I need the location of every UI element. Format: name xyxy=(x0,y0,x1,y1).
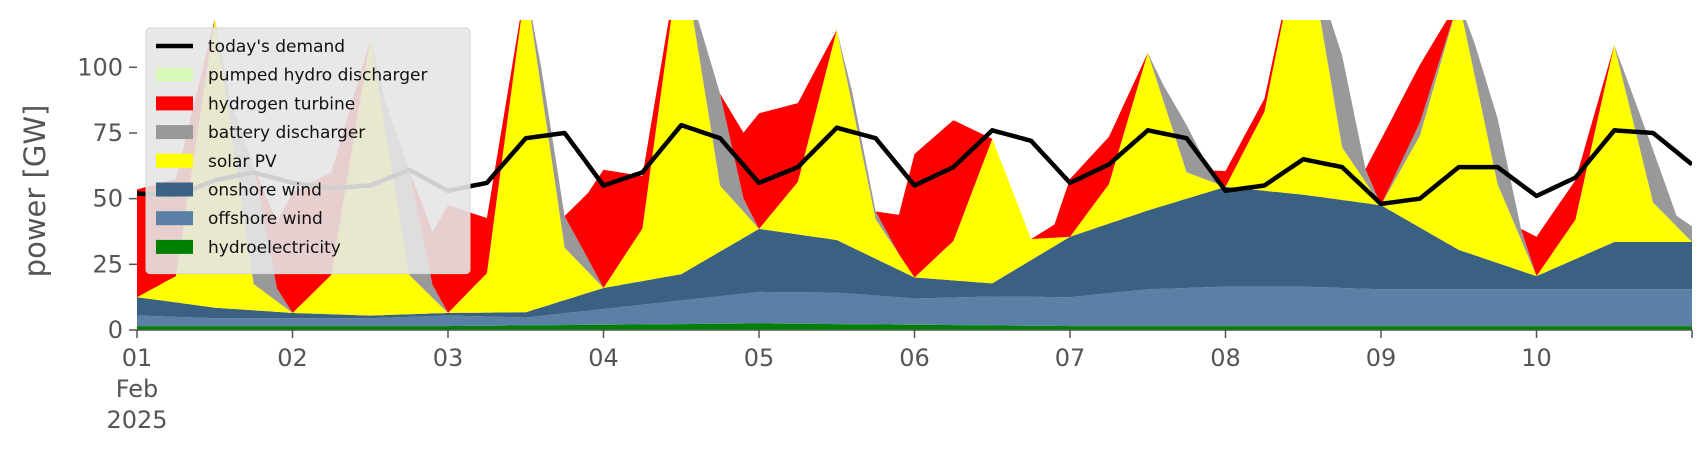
area-solar-pv xyxy=(137,20,1692,316)
axes: 0 25 50 75 100 01 Feb 2025 02 03 04 05 06 07 08 09 10 pow… xyxy=(18,53,1693,434)
legend-label-hydroelectricity: hydroelectricity xyxy=(208,238,341,258)
legend-swatch-battery-discharger xyxy=(156,125,193,140)
y-tick-label: 25 xyxy=(92,250,123,278)
x-tick-label: 06 xyxy=(899,344,930,372)
y-tick-label: 0 xyxy=(108,316,123,344)
legend-swatch-offshore-wind xyxy=(156,211,193,226)
legend-swatch-pumped-hydro-discharger xyxy=(156,67,193,82)
x-tick-label: 09 xyxy=(1366,344,1397,372)
legend-swatch-onshore-wind xyxy=(156,182,193,197)
y-axis-label: power [GW] xyxy=(18,105,52,278)
legend-label-today-s-demand: today's demand xyxy=(208,37,345,57)
area-hydrogen-turbine xyxy=(137,20,1692,313)
legend-swatch-solar-pv xyxy=(156,153,193,168)
x-tick-label: 08 xyxy=(1210,344,1241,372)
legend-label-pumped-hydro-discharger: pumped hydro discharger xyxy=(208,66,427,86)
y-tick-label: 50 xyxy=(92,185,123,213)
legend-label-hydrogen-turbine: hydrogen turbine xyxy=(208,94,355,114)
legend-swatch-hydrogen-turbine xyxy=(156,96,193,111)
legend-label-battery-discharger: battery discharger xyxy=(208,123,365,143)
y-tick-label: 100 xyxy=(77,53,123,81)
legend-label-offshore-wind: offshore wind xyxy=(208,209,323,229)
y-tick-label: 75 xyxy=(92,119,123,147)
x-tick-label: 10 xyxy=(1521,344,1552,372)
legend-swatch-hydroelectricity xyxy=(156,239,193,254)
x-tick-label: 01 Feb 2025 xyxy=(106,344,167,434)
area-onshore-wind xyxy=(137,186,1692,319)
legend-label-onshore-wind: onshore wind xyxy=(208,181,322,201)
x-tick-label: 05 xyxy=(744,344,775,372)
x-tick-label: 02 xyxy=(277,344,308,372)
area-hydroelectricity xyxy=(137,323,1692,330)
x-tick-label: 03 xyxy=(433,344,464,372)
area-series-group xyxy=(137,20,1692,330)
legend: today's demand pumped hydro discharger hyd… xyxy=(145,27,471,275)
x-tick-label: 04 xyxy=(588,344,619,372)
x-tick-label: 07 xyxy=(1055,344,1086,372)
area-offshore-wind xyxy=(137,286,1692,327)
legend-box xyxy=(145,27,471,275)
legend-label-solar-pv: solar PV xyxy=(208,152,277,172)
